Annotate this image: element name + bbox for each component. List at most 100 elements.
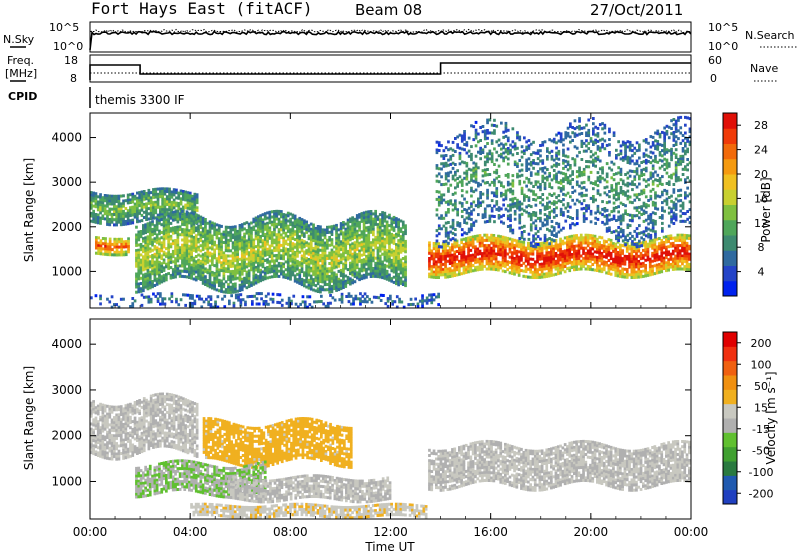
heatmap-cell: [215, 270, 219, 274]
heatmap-cell: [584, 262, 588, 266]
cpid-text: themis 3300 IF: [95, 93, 185, 107]
heatmap-cell: [192, 241, 196, 245]
heatmap-cell: [566, 248, 569, 252]
heatmap-cell: [179, 202, 183, 206]
heatmap-cell: [428, 249, 431, 253]
heatmap-cell: [552, 244, 555, 248]
heatmap-cell: [349, 277, 352, 281]
heatmap-cell: [159, 187, 162, 191]
heatmap-cell: [474, 188, 478, 192]
heatmap-cell: [653, 256, 657, 260]
heatmap-cell: [667, 268, 670, 272]
heatmap-cell: [176, 249, 180, 252]
heatmap-cell: [135, 275, 138, 279]
heatmap-cell: [337, 259, 341, 263]
heatmap-cell: [508, 260, 512, 264]
heatmap-cell: [358, 233, 361, 237]
heatmap-cell: [667, 263, 670, 267]
heatmap-cell: [220, 245, 223, 249]
heatmap-cell: [280, 228, 283, 232]
heatmap-cell: [660, 267, 664, 271]
heatmap-cell: [179, 197, 183, 201]
heatmap-cell: [208, 280, 212, 284]
heatmap-cell: [495, 140, 499, 144]
heatmap-cell: [140, 193, 144, 197]
heatmap-cell: [566, 251, 569, 255]
heatmap-cell: [243, 222, 246, 226]
heatmap-cell: [213, 271, 216, 275]
heatmap-cell: [217, 245, 221, 248]
heatmap-cell: [575, 234, 578, 238]
heatmap-cell: [261, 218, 265, 222]
heatmap-cell: [300, 218, 304, 222]
heatmap-cell: [552, 265, 555, 269]
heatmap-cell: [623, 254, 627, 258]
heatmap-cell: [467, 239, 470, 243]
heatmap-cell: [428, 259, 431, 263]
heatmap-cell: [353, 223, 357, 226]
heatmap-cell: [161, 213, 164, 217]
heatmap-cell: [351, 273, 354, 277]
heatmap-cell: [522, 269, 526, 273]
heatmap-cell: [416, 305, 420, 309]
heatmap-cell: [151, 243, 154, 247]
heatmap-cell: [533, 260, 537, 264]
heatmap-cell: [174, 275, 177, 279]
heatmap-cell: [642, 261, 645, 265]
heatmap-cell: [176, 225, 180, 229]
heatmap-cell: [286, 274, 290, 278]
heatmap-cell: [441, 255, 445, 259]
heatmap-cell: [99, 193, 102, 197]
heatmap-cell: [213, 225, 216, 229]
heatmap-cell: [167, 240, 170, 244]
heatmap-cell: [261, 265, 265, 269]
heatmap-cell: [314, 289, 318, 293]
heatmap-cell: [637, 267, 641, 271]
heatmap-cell: [492, 249, 496, 253]
heatmap-cell: [240, 280, 244, 284]
heatmap-cell: [342, 247, 345, 250]
heatmap-cell: [477, 202, 480, 206]
heatmap-cell: [174, 270, 177, 274]
heatmap-cell: [481, 174, 485, 178]
heatmap-cell: [191, 304, 194, 308]
heatmap-cell: [383, 274, 387, 278]
heatmap-cell: [148, 231, 152, 235]
heatmap-cell: [282, 254, 285, 258]
heatmap-cell: [139, 232, 143, 236]
heatmap-cell: [298, 227, 302, 231]
heatmap-cell: [632, 247, 636, 251]
heatmap-cell: [215, 267, 219, 271]
heatmap-cell: [504, 270, 507, 274]
heatmap-cell: [224, 225, 228, 229]
heatmap-cell: [540, 249, 544, 253]
heatmap-cell: [159, 208, 162, 212]
heatmap-cell: [99, 252, 103, 256]
heatmap-cell: [176, 269, 180, 273]
heatmap-cell: [678, 251, 682, 255]
heatmap-cell: [126, 209, 130, 213]
heatmap-cell: [392, 241, 396, 245]
heatmap-cell: [584, 233, 588, 237]
heatmap-cell: [291, 265, 295, 269]
heatmap-cell: [257, 249, 260, 253]
heatmap-cell: [188, 270, 191, 274]
heatmap-cell: [169, 242, 173, 246]
heatmap-cell: [167, 248, 170, 252]
heatmap-cell: [676, 236, 680, 240]
heatmap-cell: [335, 273, 338, 277]
heatmap-cell: [605, 261, 608, 264]
heatmap-cell: [651, 259, 654, 263]
heatmap-cell: [217, 226, 221, 230]
heatmap-cell: [197, 269, 200, 273]
heatmap-cell: [255, 302, 259, 306]
heatmap-cell: [577, 246, 581, 250]
heatmap-cell: [188, 213, 191, 217]
heatmap-cell: [363, 300, 367, 304]
heatmap-cell: [305, 249, 308, 253]
heatmap-cell: [376, 254, 380, 258]
heatmap-cell: [451, 258, 454, 262]
heatmap-cell: [522, 274, 526, 278]
heatmap-cell: [589, 234, 592, 238]
heatmap-cell: [238, 278, 242, 282]
